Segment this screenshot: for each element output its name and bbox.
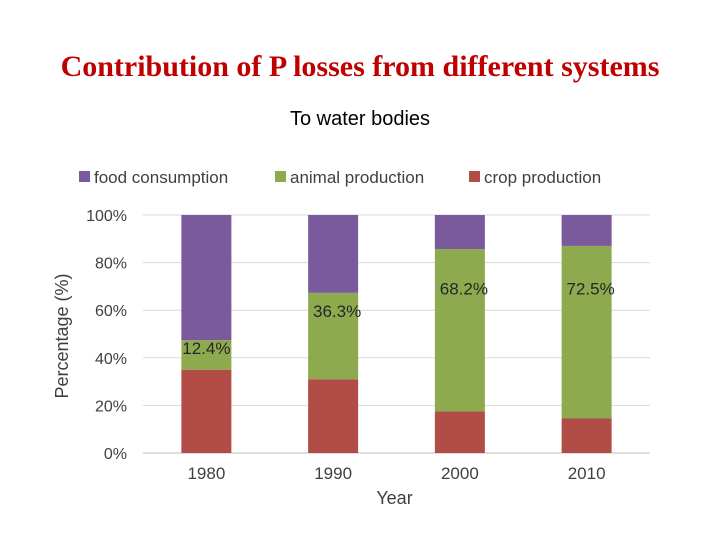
data-label: 68.2% <box>440 279 488 298</box>
bar-segment <box>434 249 485 412</box>
legend-swatch <box>469 171 480 182</box>
x-axis-title: Year <box>376 488 412 508</box>
bar-segment <box>181 369 232 453</box>
legend-label: food consumption <box>94 168 228 187</box>
y-tick-label: 100% <box>86 208 127 225</box>
x-tick-label: 1990 <box>314 464 352 483</box>
y-tick-label: 60% <box>95 303 127 320</box>
data-label: 12.4% <box>182 339 230 358</box>
data-label: 36.3% <box>313 302 361 321</box>
legend-swatch <box>79 171 90 182</box>
bar-segment <box>308 379 359 453</box>
bar-segment <box>561 215 612 246</box>
bar-segment <box>181 340 232 370</box>
bar-segment <box>561 245 612 419</box>
x-tick-label: 1980 <box>187 464 225 483</box>
legend-swatch <box>275 171 286 182</box>
bar-segment <box>181 215 232 341</box>
x-tick-label: 2000 <box>441 464 479 483</box>
x-tick-label: 2010 <box>568 464 606 483</box>
y-tick-label: 0% <box>104 446 127 463</box>
bar-segment <box>561 418 612 453</box>
y-tick-label: 20% <box>95 398 127 415</box>
y-tick-label: 80% <box>95 256 127 273</box>
bar-segment <box>308 215 359 293</box>
y-axis-title: Percentage (%) <box>52 273 72 398</box>
legend-label: animal production <box>290 168 424 187</box>
legend-label: crop production <box>484 168 601 187</box>
y-tick-label: 40% <box>95 351 127 368</box>
slide-subtitle: To water bodies <box>289 108 431 130</box>
bar-segment <box>434 215 485 250</box>
bar-segment <box>434 411 485 453</box>
slide-title: Contribution of P losses from different … <box>60 50 660 83</box>
bar-segment <box>308 292 359 380</box>
data-label: 72.5% <box>567 279 615 298</box>
